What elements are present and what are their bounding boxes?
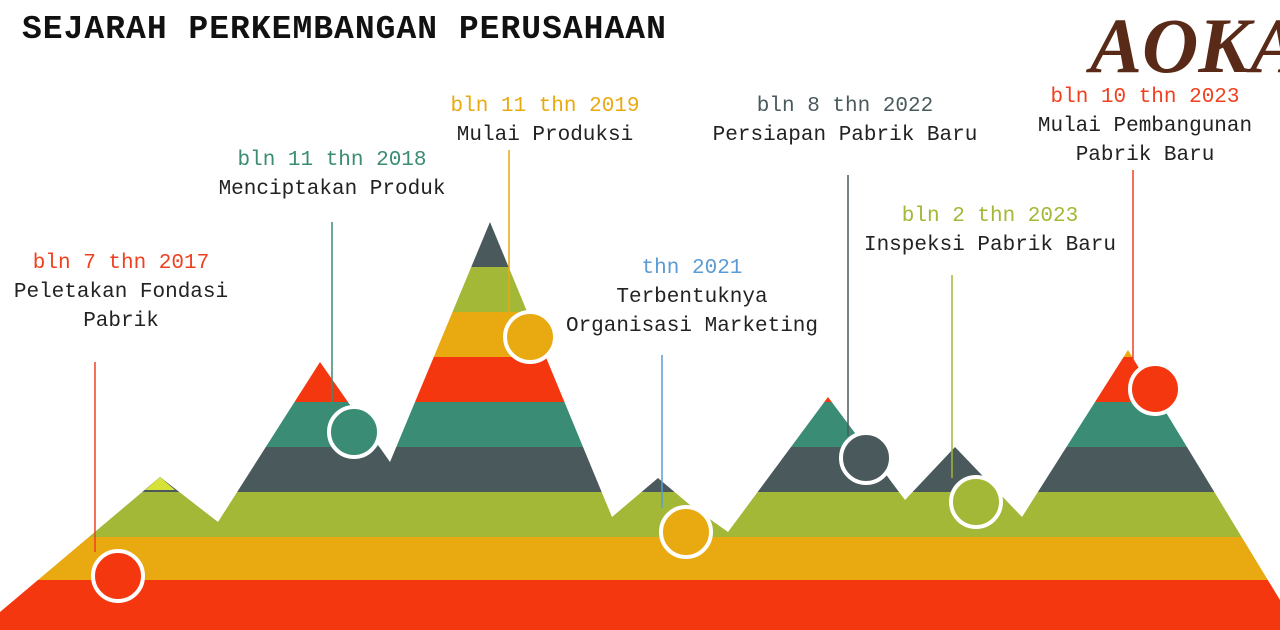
milestone-date: bln 8 thn 2022: [757, 95, 933, 118]
marker-dot: [949, 475, 1003, 529]
milestone-label: Pabrik: [83, 310, 159, 333]
marker-dot: [503, 310, 557, 364]
marker-dot: [91, 549, 145, 603]
milestone-date: thn 2021: [642, 257, 743, 280]
milestone-label: Peletakan Fondasi: [14, 281, 228, 304]
milestone-label: Organisasi Marketing: [566, 315, 818, 338]
marker-dot: [839, 431, 893, 485]
milestone-label: Pabrik Baru: [1076, 144, 1215, 167]
marker-dot: [327, 405, 381, 459]
milestone-date: bln 2 thn 2023: [902, 205, 1078, 228]
milestone-date: bln 11 thn 2019: [450, 95, 639, 118]
milestone-date: bln 10 thn 2023: [1050, 86, 1239, 109]
milestone-date: bln 11 thn 2018: [237, 149, 426, 172]
logo: AOKA: [1085, 2, 1280, 89]
milestones: bln 7 thn 2017 Peletakan Fondasi Pabrik bln…: [14, 86, 1252, 603]
marker-dot: [659, 505, 713, 559]
milestone-label: Mulai Pembangunan: [1038, 115, 1252, 138]
page-title: SEJARAH PERKEMBANGAN PERUSAHAAN: [22, 11, 667, 48]
milestone-label: Inspeksi Pabrik Baru: [864, 234, 1116, 257]
milestone-label: Menciptakan Produk: [219, 178, 446, 201]
milestone-label: Terbentuknya: [616, 286, 767, 309]
milestone-label: Mulai Produksi: [457, 124, 633, 147]
milestone-date: bln 7 thn 2017: [33, 252, 209, 275]
marker-dot: [1128, 362, 1182, 416]
milestone-label: Persiapan Pabrik Baru: [713, 124, 978, 147]
